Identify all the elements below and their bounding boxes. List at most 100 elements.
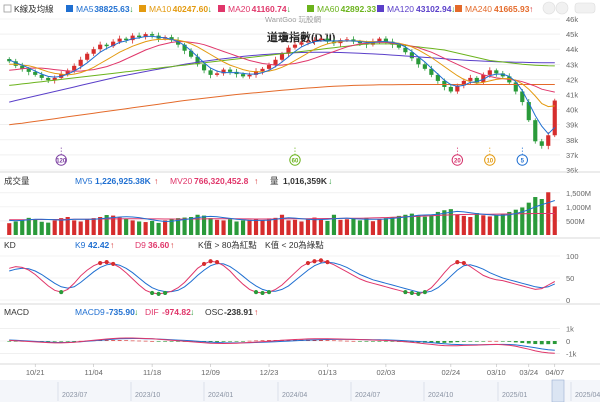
ma-toggle-ma20[interactable] [218, 5, 225, 12]
ma-value-ma10: 40247.60 [173, 4, 209, 14]
ma-arrow-ma20: ↓ [287, 4, 291, 14]
candlestick [227, 67, 233, 75]
svg-text:MV20: MV20 [170, 176, 192, 186]
kd-green-dot [403, 289, 408, 295]
kline-toggle-checkbox[interactable] [3, 4, 12, 13]
svg-text:-974.82: -974.82 [162, 307, 191, 317]
ma-arrow-ma240: ↑ [529, 4, 533, 14]
ma-toggle-ma10[interactable] [139, 5, 146, 12]
kd-green-dot [266, 289, 272, 295]
svg-text:60: 60 [292, 158, 299, 164]
volume-bar [130, 220, 135, 235]
year-axis: 2023/07 2023/10 2024/01 2024/04 2024/07 2024/… [57, 382, 600, 401]
candlestick [143, 32, 148, 40]
price-tick-label: 43k [566, 60, 578, 69]
candlestick [46, 76, 51, 84]
osc-bar [552, 341, 557, 345]
volume-bar [247, 219, 252, 235]
kd-green-dot [156, 291, 161, 296]
candlestick [416, 56, 421, 68]
year-tick-label: 2024/04 [282, 392, 307, 399]
date-tick-label: 04/07 [545, 368, 564, 377]
svg-text:20: 20 [454, 158, 461, 164]
ma-label-ma240: MA240 [465, 4, 492, 14]
volume-bar [182, 217, 187, 235]
kd-green-dot [253, 289, 259, 295]
ma-toggle-ma60[interactable] [307, 5, 314, 12]
osc-bar [72, 341, 77, 342]
volume-bar [39, 221, 44, 235]
year-tick-label: 2025/01 [502, 392, 527, 399]
candlestick [552, 98, 557, 138]
osc-bar [13, 341, 18, 342]
volume-bar [357, 220, 363, 235]
volume-bar [338, 219, 343, 235]
volume-bar [468, 217, 473, 235]
kd-red-dot [312, 259, 317, 264]
osc-bar [215, 341, 220, 342]
chart-title: 道瓊指數(DJI) [267, 30, 336, 44]
ma-label-ma120: MA120 [387, 4, 414, 14]
candlestick [221, 67, 226, 76]
volume-bar [253, 219, 259, 235]
candlestick [533, 118, 538, 144]
volume-ma-lines [9, 200, 555, 223]
volume-bar [7, 223, 12, 235]
kd-red-dot [104, 260, 109, 265]
svg-text:10: 10 [486, 158, 493, 164]
volume-bar [520, 207, 525, 235]
ma-toggle-ma120[interactable] [377, 5, 384, 12]
year-tick-label: 2023/07 [62, 392, 87, 399]
osc-bar [344, 340, 349, 342]
svg-text:↑: ↑ [254, 307, 258, 317]
volume-tick-label: 500M [566, 217, 585, 226]
osc-bar [338, 340, 343, 342]
kd-y-axis: 100 50 0 [566, 252, 579, 305]
volume-bar [455, 214, 460, 235]
volume-bar [526, 202, 531, 235]
date-axis: 10/21 11/04 11/18 12/09 12/23 01/13 02/03 02/24… [26, 364, 564, 377]
candlestick [253, 68, 259, 78]
svg-text:↓: ↓ [328, 176, 332, 186]
svg-text:OSC: OSC [205, 307, 223, 317]
osc-bar [539, 341, 544, 345]
moving-average-lines [8, 35, 556, 135]
osc-bar [46, 341, 51, 342]
candlestick [455, 83, 460, 94]
volume-bar [552, 206, 557, 235]
volume-bar [390, 217, 395, 235]
date-tick-label: 03/24 [519, 368, 538, 377]
range-navigator-window[interactable] [551, 379, 565, 402]
price-tick-label: 42k [566, 75, 578, 84]
candlestick [208, 67, 213, 79]
kd-red-dot [455, 260, 460, 265]
candlestick [435, 73, 440, 84]
volume-bar [117, 217, 122, 235]
candlestick [20, 62, 25, 72]
range-navigator[interactable] [0, 380, 600, 402]
volume-bar [533, 197, 538, 235]
osc-bar [448, 341, 453, 343]
svg-text:DIF: DIF [145, 307, 159, 317]
svg-text:36.60: 36.60 [148, 240, 170, 250]
ma-toggle-ma5[interactable] [66, 5, 73, 12]
ma-label-ma10: MA10 [149, 4, 171, 14]
osc-bar [130, 340, 135, 342]
svg-text:↑: ↑ [154, 176, 158, 186]
price-grid [0, 18, 560, 171]
volume-bar [13, 221, 18, 235]
osc-bar [546, 341, 551, 345]
ma20-line [9, 41, 555, 93]
candlestick [39, 71, 44, 81]
mv5-line [9, 200, 555, 223]
dif-line [9, 337, 555, 354]
volume-legend: 成交量 MV5 1,226,925.38K ↑ MV20 766,320,452… [4, 176, 332, 186]
volume-bars [7, 192, 557, 235]
volume-label: 成交量 [4, 176, 30, 186]
year-tick-label: 2024/01 [208, 392, 233, 399]
ma-toggle-ma240[interactable] [455, 5, 462, 12]
volume-bar [65, 217, 70, 235]
osc-bar [7, 341, 12, 342]
macd-lines [9, 337, 555, 354]
